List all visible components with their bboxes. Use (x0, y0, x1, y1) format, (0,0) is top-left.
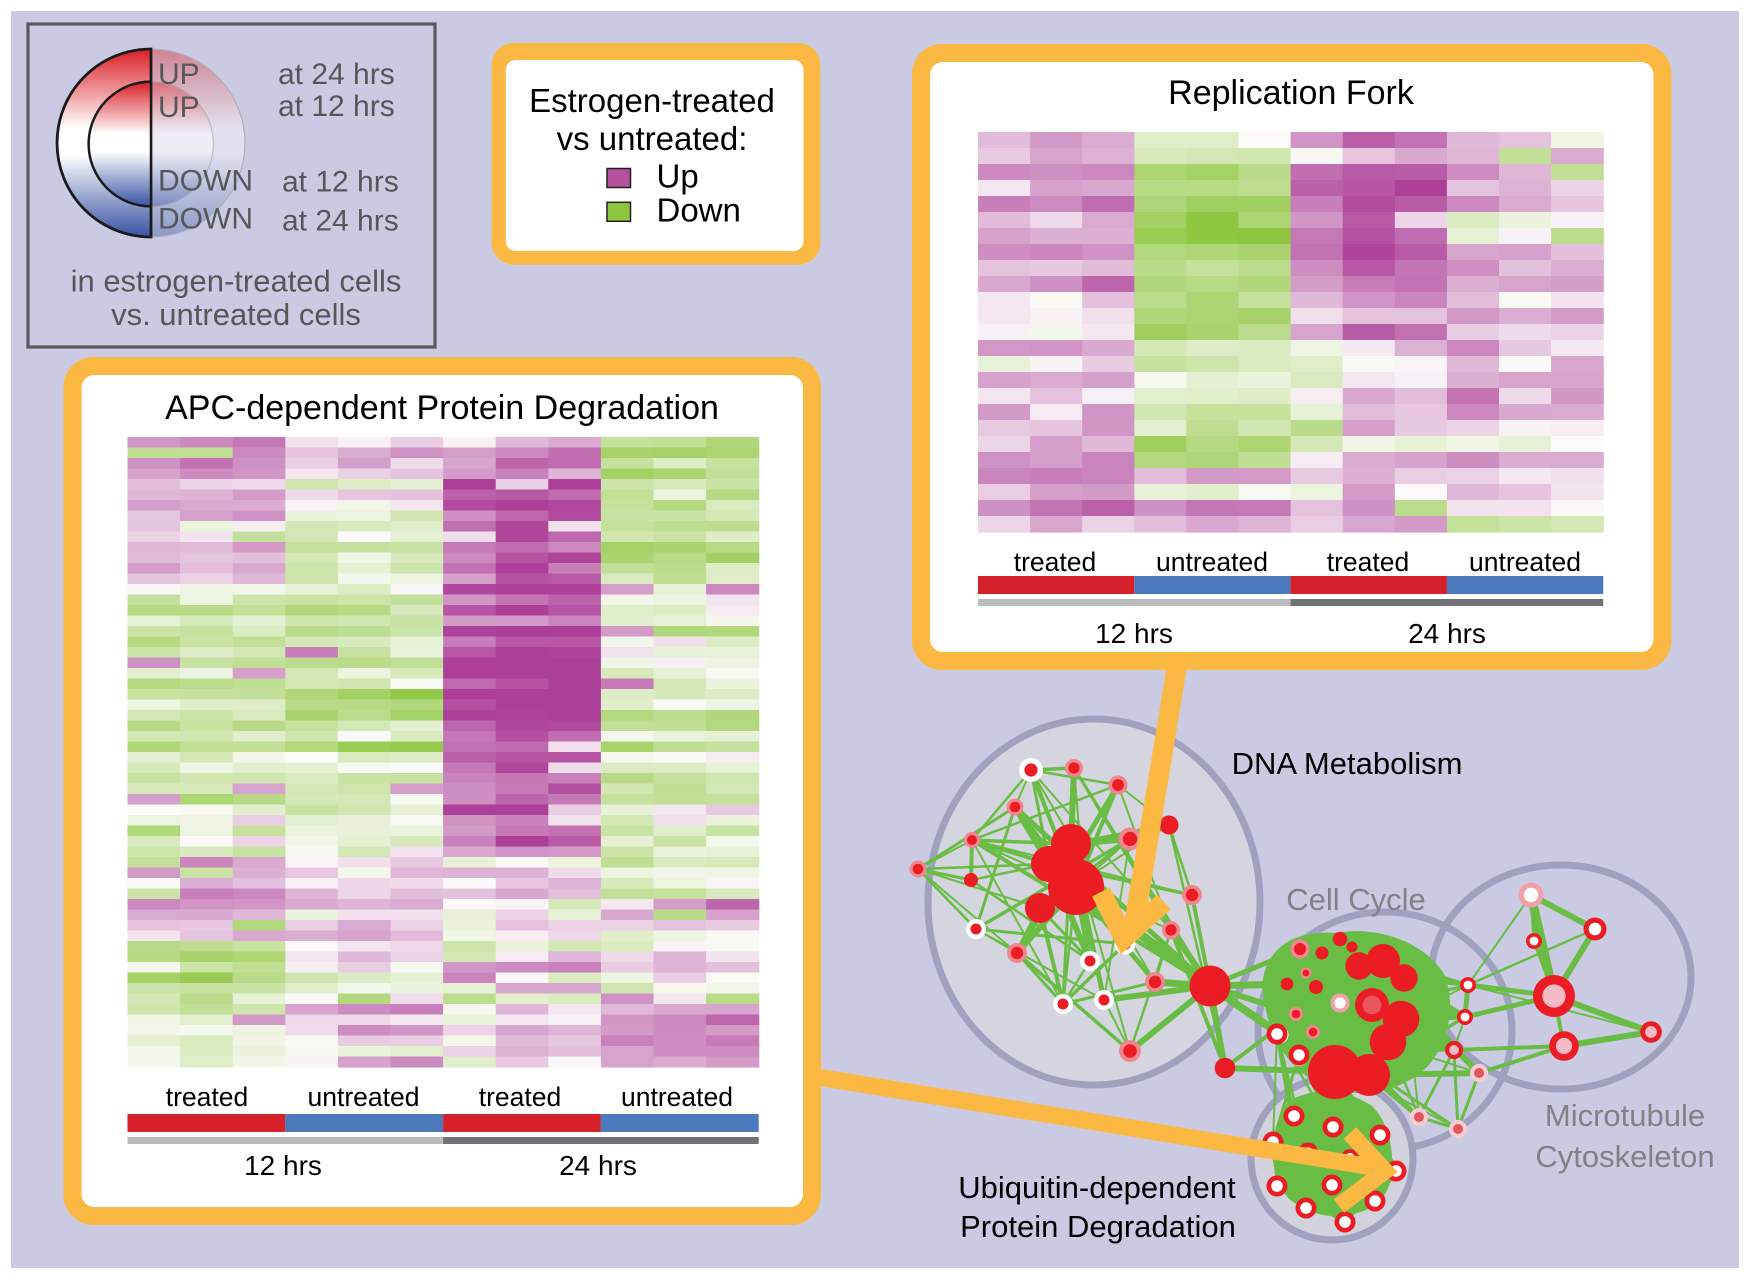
svg-text:untreated: untreated (308, 1082, 420, 1112)
svg-text:at 24 hrs: at 24 hrs (282, 204, 399, 237)
svg-text:12 hrs: 12 hrs (244, 1150, 322, 1181)
svg-text:Microtubule: Microtubule (1545, 1098, 1705, 1133)
svg-text:at 24 hrs: at 24 hrs (278, 58, 395, 91)
svg-text:Replication Fork: Replication Fork (1168, 74, 1415, 112)
svg-text:Cytoskeleton: Cytoskeleton (1535, 1139, 1714, 1174)
svg-text:treated: treated (166, 1082, 249, 1112)
svg-text:vs. untreated cells: vs. untreated cells (111, 297, 361, 332)
svg-text:at 12 hrs: at 12 hrs (278, 90, 395, 123)
svg-text:treated: treated (1014, 547, 1097, 577)
svg-text:APC-dependent Protein Degradat: APC-dependent Protein Degradation (165, 389, 719, 427)
svg-text:vs untreated:: vs untreated: (557, 120, 748, 157)
svg-text:treated: treated (1327, 547, 1410, 577)
svg-text:at 12 hrs: at 12 hrs (282, 166, 399, 199)
svg-text:24 hrs: 24 hrs (1408, 618, 1486, 649)
svg-text:12 hrs: 12 hrs (1095, 618, 1173, 649)
svg-text:Cell Cycle: Cell Cycle (1286, 882, 1426, 917)
svg-text:Down: Down (657, 191, 741, 228)
svg-text:in estrogen-treated cells: in estrogen-treated cells (71, 264, 402, 299)
svg-text:DOWN: DOWN (158, 165, 253, 198)
svg-text:UP: UP (158, 58, 200, 91)
svg-text:treated: treated (479, 1082, 562, 1112)
svg-text:Ubiquitin-dependent: Ubiquitin-dependent (958, 1170, 1236, 1205)
svg-text:DNA Metabolism: DNA Metabolism (1232, 746, 1463, 781)
svg-text:DOWN: DOWN (158, 203, 253, 236)
svg-text:Estrogen-treated: Estrogen-treated (529, 82, 775, 119)
svg-text:24 hrs: 24 hrs (559, 1150, 637, 1181)
svg-text:Up: Up (657, 158, 699, 195)
svg-text:untreated: untreated (1156, 547, 1268, 577)
svg-text:UP: UP (158, 91, 200, 124)
svg-text:Protein Degradation: Protein Degradation (960, 1209, 1236, 1244)
svg-text:untreated: untreated (1469, 547, 1581, 577)
svg-text:untreated: untreated (621, 1082, 733, 1112)
